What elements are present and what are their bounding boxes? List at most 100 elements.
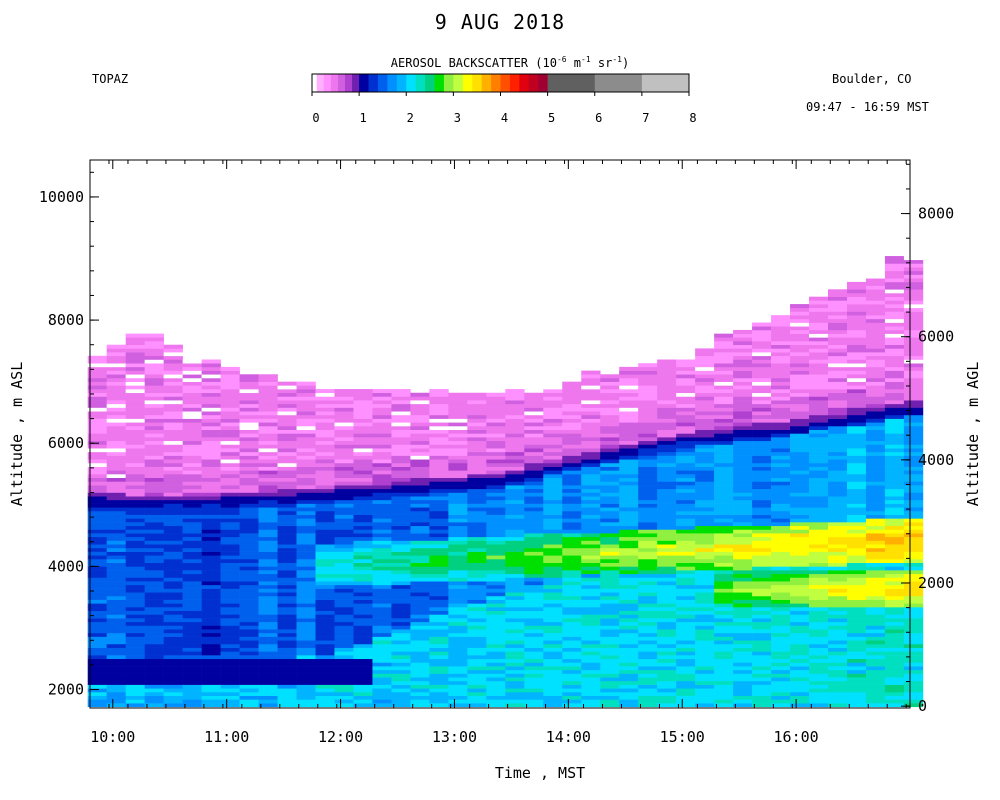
heatmap-cell: [752, 448, 772, 453]
heatmap-cell: [239, 699, 259, 704]
heatmap-cell: [467, 403, 487, 408]
heatmap-cell: [125, 407, 145, 412]
heatmap-cell: [87, 470, 108, 475]
heatmap-cell: [277, 492, 297, 497]
heatmap-cell: [182, 562, 202, 567]
heatmap-cell: [581, 691, 601, 696]
heatmap-cell: [106, 507, 126, 512]
heatmap-cell: [372, 610, 392, 615]
heatmap-cell: [258, 584, 278, 589]
heatmap-cell: [524, 437, 544, 442]
heatmap-cell: [467, 433, 487, 438]
heatmap-cell: [903, 374, 924, 379]
heatmap-cell: [638, 673, 658, 678]
heatmap-cell: [524, 459, 544, 464]
heatmap-cell: [182, 370, 202, 375]
heatmap-cell: [125, 392, 145, 397]
heatmap-cell: [562, 466, 582, 471]
heatmap-cell: [334, 540, 354, 545]
heatmap-cell: [619, 414, 639, 419]
heatmap-cell: [524, 581, 544, 586]
heatmap-cell: [353, 643, 373, 648]
heatmap-cell: [334, 544, 354, 549]
heatmap-cell: [562, 437, 582, 442]
heatmap-cell: [543, 680, 563, 685]
heatmap-cell: [638, 381, 658, 386]
heatmap-profile: [125, 333, 145, 708]
heatmap-cell: [429, 632, 449, 637]
heatmap-cell: [581, 392, 601, 397]
heatmap-cell: [486, 411, 506, 416]
heatmap-cell: [638, 533, 658, 538]
heatmap-cell: [733, 414, 753, 419]
heatmap-cell: [600, 503, 620, 508]
heatmap-cell: [752, 662, 772, 667]
heatmap-cell: [809, 503, 829, 508]
heatmap-profile: [467, 392, 487, 708]
heatmap-profile: [638, 363, 658, 708]
heatmap-cell: [809, 691, 829, 696]
heatmap-cell: [429, 510, 449, 515]
heatmap-cell: [239, 581, 259, 586]
heatmap-cell: [543, 437, 563, 442]
heatmap-cell: [846, 422, 867, 427]
heatmap-cell: [828, 566, 848, 571]
colorbar-tick-label: 5: [548, 111, 555, 125]
heatmap-cell: [619, 695, 639, 700]
heatmap-cell: [865, 614, 886, 619]
heatmap-cell: [334, 573, 354, 578]
heatmap-cell: [638, 614, 658, 619]
heatmap-cell: [505, 695, 525, 700]
heatmap-cell: [846, 466, 867, 471]
heatmap-cell: [790, 481, 810, 486]
heatmap-cell: [277, 481, 297, 486]
heatmap-cell: [733, 544, 753, 549]
heatmap-cell: [296, 688, 316, 693]
heatmap-cell: [353, 655, 373, 660]
heatmap-cell: [182, 462, 202, 467]
heatmap-cell: [846, 488, 867, 493]
heatmap-cell: [865, 289, 886, 294]
heatmap-cell: [714, 440, 734, 445]
heatmap-cell: [657, 555, 677, 560]
heatmap-cell: [201, 488, 221, 493]
heatmap-cell: [657, 562, 677, 567]
heatmap-cell: [619, 603, 639, 608]
heatmap-cell: [391, 603, 411, 608]
heatmap-cell: [809, 629, 829, 634]
heatmap-cell: [619, 433, 639, 438]
heatmap-cell: [277, 603, 297, 608]
heatmap-cell: [752, 688, 772, 693]
heatmap-cell: [903, 307, 924, 312]
heatmap-cell: [106, 570, 126, 575]
heatmap-cell: [865, 459, 886, 464]
heatmap-cell: [391, 499, 411, 504]
x-tick-label: 10:00: [90, 728, 135, 746]
heatmap-cell: [771, 333, 791, 338]
heatmap-cell: [809, 474, 829, 479]
heatmap-cell: [865, 695, 886, 700]
heatmap-cell: [201, 666, 221, 671]
heatmap-cell: [543, 599, 563, 604]
heatmap-cell: [125, 510, 145, 515]
heatmap-cell: [733, 595, 753, 600]
heatmap-cell: [600, 562, 620, 567]
heatmap-cell: [733, 636, 753, 641]
heatmap-cell: [505, 529, 525, 534]
heatmap-cell: [391, 662, 411, 667]
heatmap-cell: [106, 344, 126, 349]
heatmap-cell: [372, 525, 392, 530]
colorbar-swatch: [387, 74, 398, 92]
heatmap-cell: [638, 466, 658, 471]
heatmap-cell: [87, 533, 108, 538]
heatmap-cell: [315, 588, 335, 593]
heatmap-cell: [106, 352, 126, 357]
heatmap-cell: [372, 643, 392, 648]
heatmap-cell: [182, 392, 202, 397]
heatmap-cell: [334, 632, 354, 637]
heatmap-cell: [239, 474, 259, 479]
heatmap-cell: [144, 470, 164, 475]
heatmap-cell: [733, 632, 753, 637]
heatmap-cell: [201, 629, 221, 634]
heatmap-cell: [182, 621, 202, 626]
